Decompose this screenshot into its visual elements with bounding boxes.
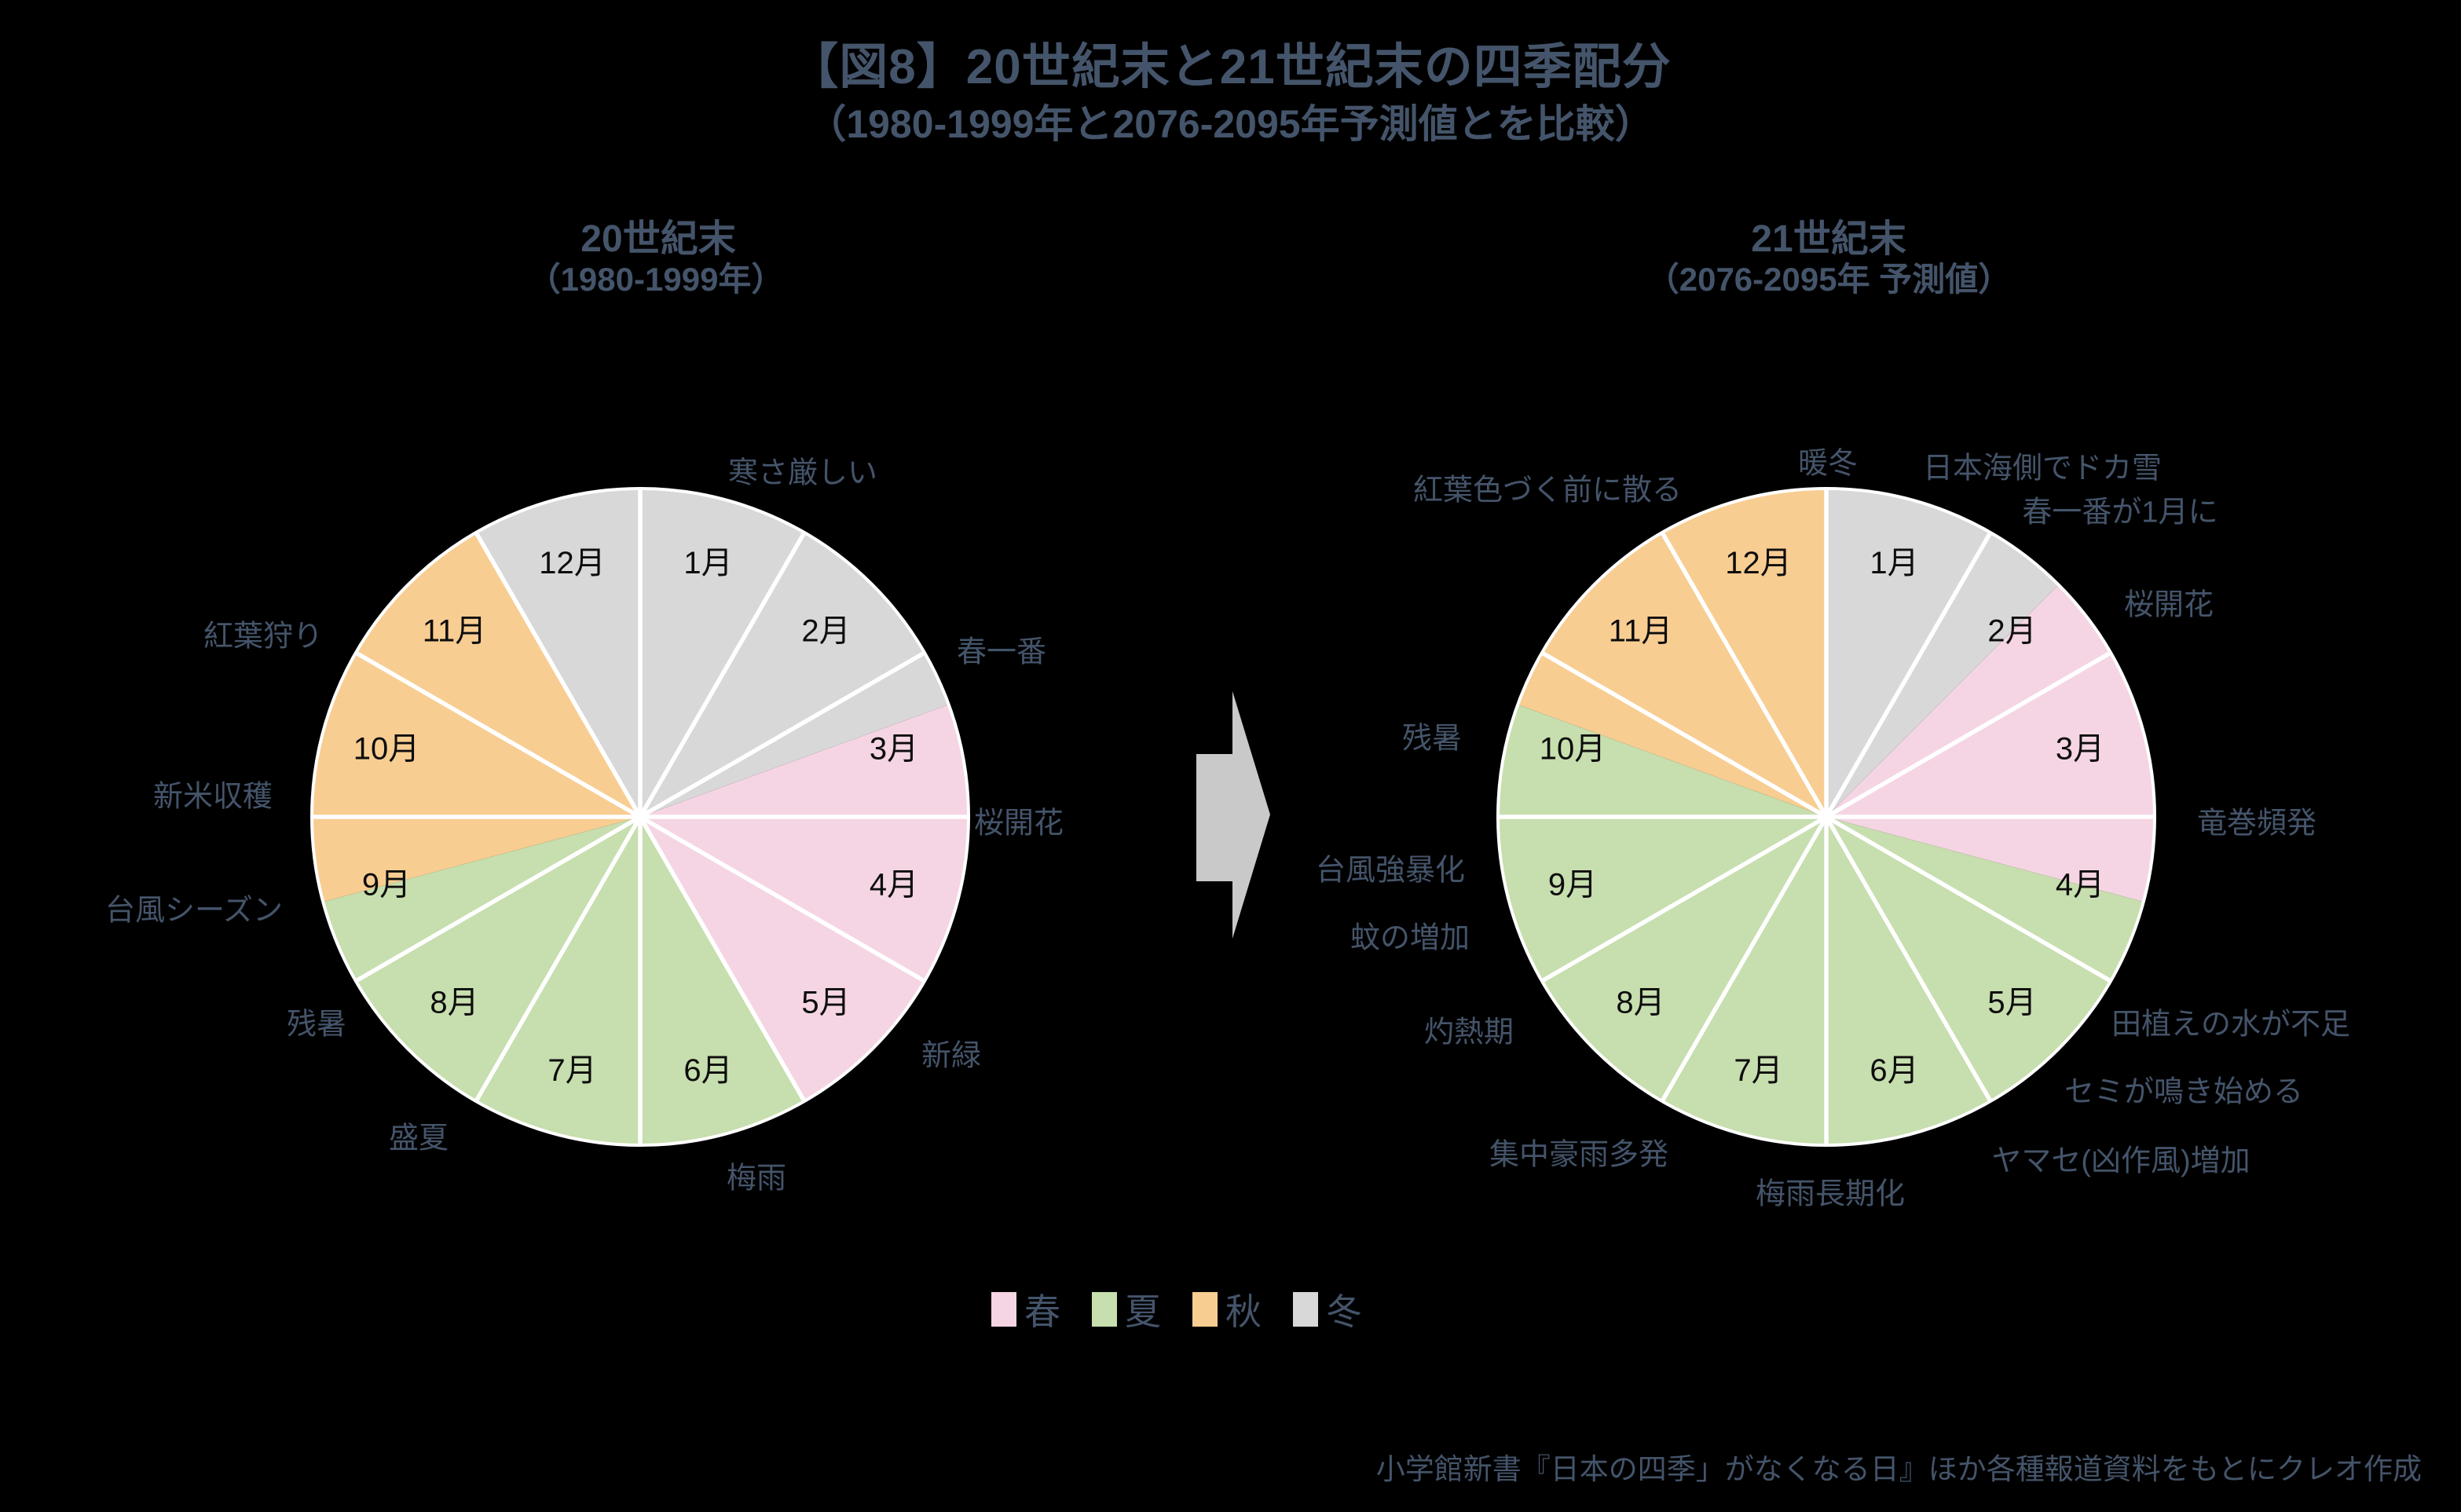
- month-label: 10月: [353, 732, 420, 767]
- month-divider: [638, 815, 807, 1103]
- month-divider: [474, 531, 643, 818]
- month-label: 11月: [423, 614, 487, 649]
- pie-chart-20th-century: 1月 2月 3月 4月 5月 6月 7月 8月 9月 10月 11月 12月: [310, 487, 970, 1147]
- annotation: 日本海側でドカ雪: [1922, 452, 2163, 485]
- legend-swatch-autumn: [1192, 1292, 1218, 1327]
- annotation: 寒さ厳しい: [727, 456, 878, 490]
- page-title: 【図8】20世紀末と21世紀末の四季配分: [789, 40, 1672, 94]
- annotation: ヤマセ(凶作風)増加: [1991, 1144, 2250, 1178]
- legend-item-summer: 夏: [1092, 1283, 1161, 1335]
- chart-title-20th-century: 20世紀末: [580, 218, 736, 260]
- month-divider: [1540, 815, 1828, 983]
- month-label: 9月: [1548, 868, 1597, 902]
- annotation: 春一番が1月に: [2022, 496, 2218, 529]
- annotation: 集中豪雨多発: [1489, 1138, 1669, 1172]
- annotation: 梅雨長期化: [1755, 1177, 1906, 1211]
- season-arc-spring: [1826, 584, 2155, 902]
- chart-subtitle-20th-century: （1980-1999年）: [527, 261, 785, 298]
- annotation: 田植えの水が不足: [2111, 1008, 2351, 1042]
- annotation: 桜開花: [2123, 588, 2214, 622]
- annotation: 台風シーズン: [104, 894, 284, 928]
- month-label: 5月: [801, 986, 850, 1020]
- legend-item-winter: 冬: [1293, 1283, 1362, 1335]
- transition-right-arrow-icon: [1196, 691, 1270, 939]
- annotation: 春一番: [956, 635, 1047, 669]
- annotation: 新緑: [921, 1039, 982, 1073]
- legend-swatch-spring: [991, 1292, 1016, 1327]
- annotation: 残暑: [286, 1008, 347, 1042]
- month-divider: [1660, 531, 1829, 818]
- month-divider: [638, 531, 807, 818]
- annotation: 紅葉色づく前に散る: [1412, 474, 1683, 507]
- season-legend: 春夏秋冬: [991, 1283, 1362, 1335]
- month-label: 10月: [1540, 732, 1606, 767]
- season-arc-autumn: [1518, 489, 1826, 817]
- month-label: 4月: [870, 868, 918, 902]
- month-label: 8月: [430, 986, 478, 1020]
- source-credit: 小学館新書『日本の四季」がなくなる日』ほか各種報道資料をもとにクレオ作成: [1375, 1453, 2422, 1485]
- month-label: 12月: [539, 546, 606, 580]
- month-label: 3月: [2056, 732, 2104, 767]
- legend-item-spring: 春: [991, 1283, 1060, 1335]
- month-label: 7月: [1734, 1053, 1782, 1088]
- month-divider: [639, 650, 926, 819]
- annotation: 暖冬: [1797, 447, 1859, 481]
- month-divider: [354, 815, 642, 983]
- pie-chart-21st-century: 1月 2月 3月 4月 5月 6月 7月 8月 9月 10月 11月 12月: [1496, 487, 2156, 1147]
- pie-rim: [310, 487, 970, 1147]
- month-divider: [1825, 815, 2112, 983]
- season-arc-spring: [640, 705, 969, 1101]
- legend-label: 秋: [1225, 1291, 1262, 1332]
- legend-label: 夏: [1125, 1291, 1161, 1332]
- season-arc-autumn: [311, 533, 640, 902]
- month-divider: [474, 815, 643, 1103]
- annotation: 盛夏: [388, 1122, 449, 1155]
- month-label: 1月: [1870, 546, 1918, 580]
- legend-item-autumn: 秋: [1192, 1283, 1262, 1335]
- month-label: 8月: [1616, 986, 1664, 1020]
- month-divider: [1824, 531, 1993, 818]
- annotation: 台風強暴化: [1315, 854, 1466, 888]
- legend-label: 冬: [1326, 1291, 1362, 1332]
- month-divider: [1540, 650, 1828, 819]
- month-divider: [639, 815, 926, 983]
- annotation: 灼熱期: [1423, 1016, 1514, 1049]
- annotation: 桜開花: [973, 807, 1064, 840]
- month-label: 12月: [1725, 546, 1792, 580]
- month-label: 7月: [547, 1053, 596, 1088]
- month-divider: [354, 650, 642, 819]
- month-label: 6月: [1870, 1053, 1918, 1088]
- season-arc-summer: [323, 817, 804, 1146]
- pie-rim: [1496, 487, 2156, 1147]
- month-divider: [1660, 815, 1829, 1103]
- page-subtitle: （1980-1999年と2076-2095年予測値とを比較）: [807, 102, 1654, 146]
- month-divider: [1824, 815, 1993, 1103]
- month-label: 9月: [362, 868, 411, 902]
- month-label: 1月: [683, 546, 732, 580]
- month-divider: [1825, 650, 2112, 819]
- month-label: 2月: [801, 614, 850, 649]
- annotation: 残暑: [1401, 722, 1463, 756]
- annotation: 蚊の増加: [1350, 921, 1470, 955]
- legend-swatch-summer: [1092, 1292, 1117, 1327]
- annotation: 紅葉狩り: [203, 620, 324, 653]
- month-label: 6月: [683, 1053, 732, 1088]
- chart-title-21st-century: 21世紀末: [1751, 218, 1906, 260]
- legend-swatch-winter: [1293, 1292, 1318, 1327]
- month-label: 2月: [1987, 614, 2036, 649]
- month-label: 4月: [2056, 868, 2104, 902]
- annotation: 梅雨: [726, 1162, 787, 1195]
- month-label: 5月: [1987, 986, 2036, 1020]
- season-arc-winter: [1826, 489, 2059, 817]
- month-label: 11月: [1609, 614, 1673, 649]
- annotation: 新米収穫: [152, 780, 273, 814]
- annotation: セミが鳴き始める: [2064, 1075, 2304, 1109]
- month-label: 3月: [870, 732, 918, 767]
- chart-subtitle-21st-century: （2076-2095年 予測値）: [1646, 261, 2012, 298]
- legend-label: 春: [1024, 1291, 1060, 1332]
- annotation: 竜巻頻発: [2196, 807, 2317, 840]
